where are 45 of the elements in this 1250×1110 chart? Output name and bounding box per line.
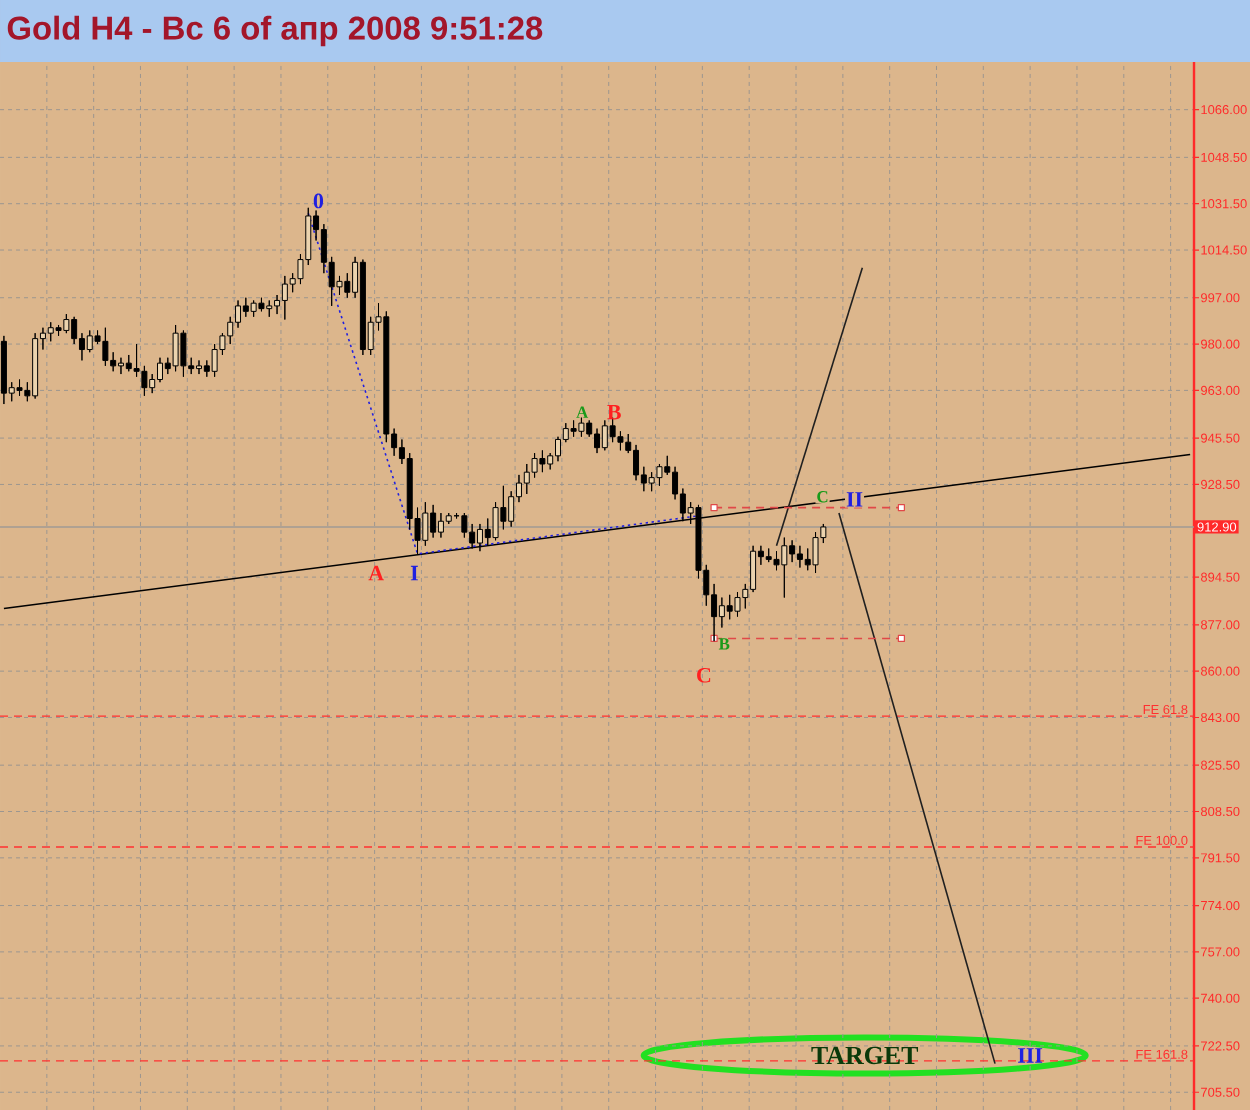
annotation: C xyxy=(697,667,711,683)
candlestick xyxy=(47,321,54,342)
candlestick xyxy=(539,449,546,473)
candlestick xyxy=(594,428,601,454)
candlestick xyxy=(796,545,803,569)
annotation: 0 xyxy=(313,193,324,209)
candlestick xyxy=(196,359,203,375)
candlestick xyxy=(250,299,257,318)
annotation: III xyxy=(1018,1048,1043,1063)
candlestick xyxy=(726,594,733,620)
annotation: TARGET xyxy=(811,1046,919,1065)
candlestick xyxy=(86,329,93,353)
candlestick xyxy=(258,297,265,312)
annotation: C xyxy=(817,491,828,503)
chart-title: Gold H4 - Вс 6 of апр 2008 9:51:28 xyxy=(7,15,543,47)
candlestick xyxy=(781,537,788,599)
candlestick xyxy=(437,512,444,539)
candlestick xyxy=(422,501,429,547)
candlestick xyxy=(102,327,109,367)
candlestick xyxy=(578,417,585,438)
candlestick xyxy=(648,471,655,492)
candlestick xyxy=(281,275,288,321)
candlestick xyxy=(430,504,437,539)
annotation: I xyxy=(410,565,418,581)
annotation: II xyxy=(846,492,863,507)
candlestick xyxy=(16,379,23,397)
candlestick xyxy=(601,419,608,451)
candlestick xyxy=(765,547,772,563)
candlestick xyxy=(570,419,577,438)
candlestick xyxy=(0,335,7,405)
candlestick xyxy=(656,463,663,487)
candlestick xyxy=(359,259,366,356)
candlestick xyxy=(117,357,124,375)
candlestick xyxy=(266,299,273,318)
candlestick xyxy=(609,417,616,443)
annotation: B xyxy=(718,638,730,650)
annotation: A xyxy=(576,406,589,418)
candlestick xyxy=(32,332,39,400)
candlestick xyxy=(172,324,179,372)
candlestick xyxy=(734,591,741,618)
annotation: A xyxy=(368,565,384,581)
candlestick xyxy=(476,523,483,552)
annotation: B xyxy=(607,405,621,420)
candlestick xyxy=(180,329,187,378)
candlestick xyxy=(812,531,819,574)
